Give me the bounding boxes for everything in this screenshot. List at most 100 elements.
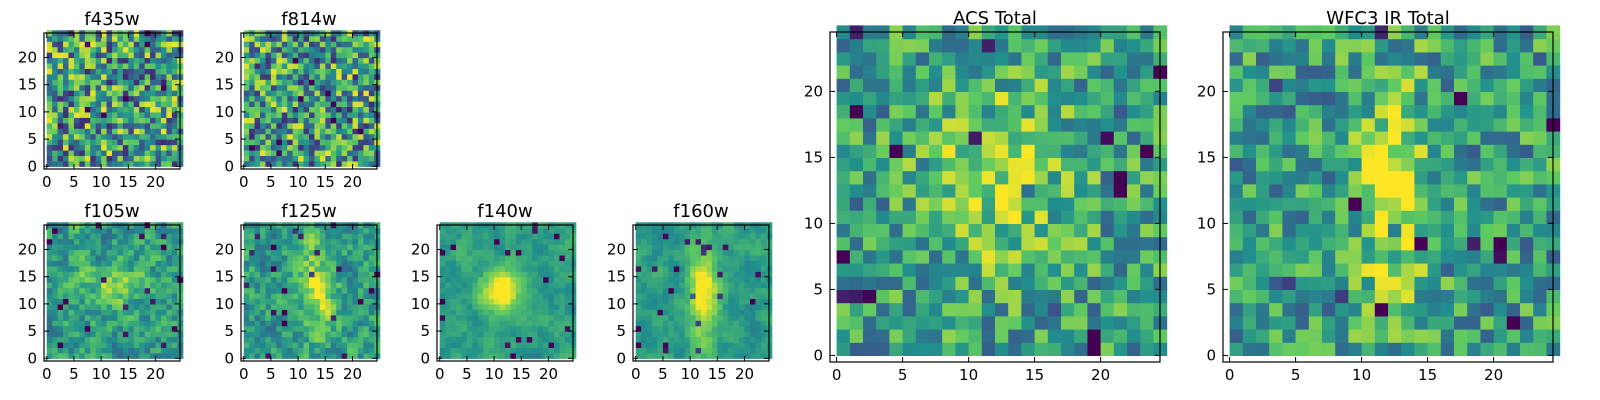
heatmap-cell: [968, 276, 983, 290]
heatmap-cell: [1074, 263, 1088, 277]
heatmap-cell: [981, 170, 996, 185]
heatmap-cell: [79, 73, 86, 80]
heatmap-cell: [995, 104, 1009, 119]
heatmap-cell: [711, 325, 718, 332]
heatmap-cell: [150, 249, 157, 256]
heatmap-cell: [466, 331, 473, 338]
heatmap-cell: [57, 244, 64, 251]
heatmap-cell: [1348, 197, 1363, 211]
heatmap-cell: [52, 139, 59, 146]
heatmap-cell: [270, 254, 277, 261]
heatmap-cell: [559, 287, 566, 294]
heatmap-cell: [117, 144, 124, 151]
heatmap-cell: [106, 320, 113, 327]
heatmap-cell: [695, 282, 702, 289]
heatmap-cell: [63, 52, 70, 59]
heatmap-cell: [1100, 91, 1115, 106]
heatmap-cell: [319, 341, 326, 348]
heatmap-cell: [1127, 38, 1141, 53]
heatmap-cell: [1061, 197, 1075, 211]
heatmap-cell: [57, 111, 64, 118]
heatmap-cell: [314, 233, 321, 240]
heatmap-cell: [646, 320, 653, 327]
heatmap-cell: [254, 282, 261, 289]
heatmap-cell: [466, 265, 473, 272]
heatmap-cell: [128, 265, 135, 272]
heatmap-cell: [117, 227, 124, 234]
heatmap-cell: [309, 84, 316, 91]
heatmap-cell: [106, 155, 113, 162]
heatmap-cell: [646, 244, 653, 251]
heatmap-cell: [728, 282, 735, 289]
heatmap-cell: [889, 78, 904, 92]
heatmap-cell: [112, 90, 119, 97]
heatmap-cell: [95, 111, 102, 118]
heatmap-cell: [122, 160, 129, 167]
heatmap-cell: [341, 106, 348, 113]
heatmap-cell: [456, 309, 463, 316]
heatmap-cell: [635, 287, 642, 294]
heatmap-cell: [336, 309, 343, 316]
heatmap-cell: [166, 133, 173, 140]
heatmap-cell: [144, 244, 151, 251]
heatmap-cell: [363, 62, 370, 69]
heatmap-cell: [1533, 223, 1547, 238]
heatmap-cell: [1113, 342, 1128, 356]
heatmap-cell: [668, 336, 675, 343]
heatmap-cell: [1282, 276, 1297, 290]
heatmap-cell: [1113, 289, 1128, 304]
heatmap-cell: [1021, 210, 1036, 224]
heatmap-cell: [1480, 197, 1495, 211]
heatmap-cell: [553, 314, 560, 321]
heatmap-cell: [902, 249, 917, 264]
heatmap-cell: [368, 111, 375, 118]
heatmap-cell: [260, 325, 267, 332]
heatmap-cell: [1140, 329, 1154, 343]
heatmap-cell: [902, 117, 917, 132]
heatmap-cell: [68, 325, 75, 332]
heatmap-cell: [73, 298, 80, 305]
heatmap-cell: [494, 244, 501, 251]
heatmap-cell: [701, 341, 708, 348]
heatmap-cell: [46, 254, 53, 261]
heatmap-cell: [717, 254, 724, 261]
heatmap-cell: [461, 271, 468, 278]
heatmap-cell: [711, 287, 718, 294]
heatmap-cell: [117, 320, 124, 327]
heatmap-cell: [510, 293, 517, 300]
heatmap-cell: [52, 265, 59, 272]
heatmap-cell: [1242, 170, 1257, 185]
heatmap-cell: [929, 65, 943, 79]
heatmap-cell: [995, 302, 1009, 317]
heatmap-cell: [160, 133, 167, 140]
heatmap-cell: [450, 238, 457, 245]
heatmap-cell: [90, 57, 97, 64]
heatmap-cell: [1361, 249, 1376, 264]
heatmap-cell: [347, 68, 354, 75]
heatmap-cell: [915, 157, 930, 172]
heatmap-cell: [717, 341, 724, 348]
heatmap-cell: [73, 117, 80, 124]
heatmap-cell: [494, 249, 501, 256]
heatmap-cell: [68, 227, 75, 234]
heatmap-cell: [942, 157, 956, 172]
heatmap-cell: [292, 227, 299, 234]
x-tick-label: 5: [266, 365, 276, 383]
heatmap-cell: [679, 298, 686, 305]
heatmap-cell: [505, 347, 512, 354]
heatmap-cell: [722, 293, 729, 300]
heatmap-cell: [915, 197, 930, 211]
y-tick-label: 5: [27, 322, 37, 340]
panel-title: f105w: [84, 201, 139, 222]
heatmap-cell: [357, 35, 364, 42]
heatmap-cell: [270, 117, 277, 124]
heatmap-cell: [144, 347, 151, 354]
axes-frame: [240, 32, 378, 170]
heatmap-cell: [564, 303, 571, 310]
heatmap-cell: [662, 293, 669, 300]
heatmap-cell: [106, 254, 113, 261]
heatmap-cell: [298, 282, 305, 289]
heatmap-cell: [106, 149, 113, 156]
heatmap-cell: [679, 352, 686, 359]
